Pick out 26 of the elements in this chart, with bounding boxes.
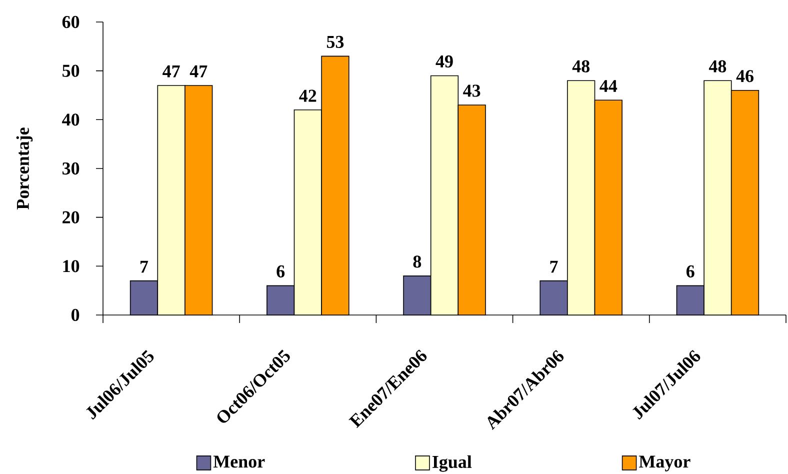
y-tick-label: 60 (62, 16, 80, 28)
data-label: 42 (299, 90, 316, 102)
y-axis-title: Porcentaje (16, 128, 33, 210)
data-label: 8 (413, 256, 422, 268)
y-tick-label: 50 (62, 64, 80, 77)
data-label: 43 (463, 84, 480, 97)
legend-label: Menor (213, 456, 265, 468)
legend-label: Igual (432, 455, 472, 472)
y-tick-label: 10 (63, 260, 80, 272)
data-label: 47 (162, 65, 180, 78)
data-label: 7 (140, 260, 148, 273)
data-label: 47 (190, 65, 208, 78)
y-tick-label: 20 (62, 211, 80, 224)
data-label: 6 (686, 265, 694, 278)
y-tick-label: 30 (62, 162, 80, 175)
data-label: 49 (436, 55, 453, 68)
legend-label: Mayor (639, 456, 690, 472)
data-label: 53 (326, 36, 344, 48)
data-label: 6 (276, 265, 285, 278)
data-label: 48 (708, 60, 726, 72)
data-label: 7 (550, 260, 558, 273)
y-tick-label: 40 (62, 114, 80, 126)
data-label: 46 (736, 70, 754, 82)
y-tick-label: 0 (72, 308, 80, 322)
data-label: 44 (600, 80, 618, 92)
data-label: 48 (572, 60, 590, 72)
